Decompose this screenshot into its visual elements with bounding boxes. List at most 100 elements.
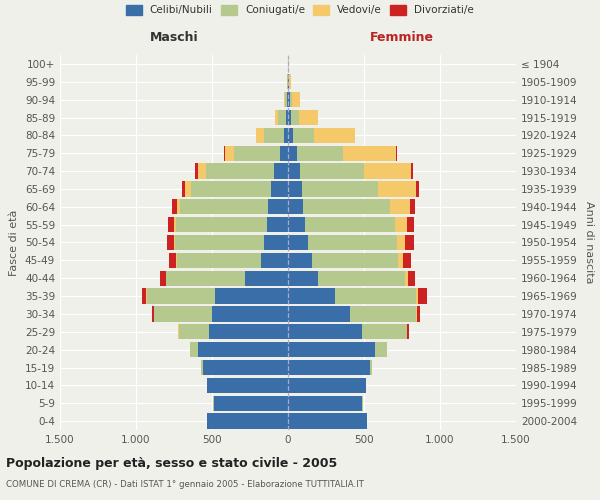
Bar bbox=[287, 92, 288, 107]
Bar bbox=[180, 199, 268, 214]
Bar bbox=[350, 306, 416, 322]
Bar bbox=[288, 378, 365, 393]
Bar bbox=[245, 270, 288, 286]
Bar bbox=[396, 146, 397, 161]
Bar bbox=[262, 253, 288, 268]
Bar bbox=[288, 306, 350, 322]
Bar bbox=[314, 128, 355, 143]
Bar bbox=[175, 235, 265, 250]
Bar bbox=[208, 414, 288, 428]
Bar bbox=[265, 128, 284, 143]
Bar bbox=[377, 182, 416, 196]
Bar bbox=[289, 74, 290, 90]
Bar bbox=[288, 288, 335, 304]
Bar bbox=[268, 199, 288, 214]
Bar bbox=[275, 110, 278, 125]
Bar bbox=[167, 217, 173, 232]
Text: Femmine: Femmine bbox=[370, 32, 434, 44]
Bar bbox=[274, 164, 288, 178]
Bar bbox=[407, 217, 414, 232]
Bar bbox=[416, 288, 418, 304]
Bar bbox=[267, 217, 288, 232]
Bar bbox=[417, 306, 420, 322]
Bar bbox=[288, 270, 319, 286]
Bar bbox=[142, 288, 146, 304]
Bar bbox=[288, 360, 370, 375]
Bar bbox=[370, 360, 372, 375]
Bar bbox=[167, 235, 173, 250]
Bar bbox=[290, 92, 292, 107]
Bar bbox=[288, 396, 362, 411]
Bar bbox=[191, 182, 271, 196]
Y-axis label: Fasce di età: Fasce di età bbox=[10, 210, 19, 276]
Bar bbox=[407, 324, 409, 340]
Bar bbox=[286, 110, 288, 125]
Bar bbox=[343, 146, 396, 161]
Bar bbox=[209, 324, 288, 340]
Bar bbox=[234, 146, 280, 161]
Bar bbox=[176, 253, 177, 268]
Bar bbox=[403, 253, 411, 268]
Bar bbox=[311, 253, 398, 268]
Bar bbox=[172, 199, 177, 214]
Bar bbox=[265, 235, 288, 250]
Bar bbox=[154, 306, 212, 322]
Bar bbox=[284, 92, 287, 107]
Bar bbox=[302, 182, 377, 196]
Text: Maschi: Maschi bbox=[149, 32, 199, 44]
Bar bbox=[169, 253, 176, 268]
Bar bbox=[288, 324, 362, 340]
Bar bbox=[293, 128, 314, 143]
Bar bbox=[288, 92, 290, 107]
Bar bbox=[224, 146, 225, 161]
Bar bbox=[405, 235, 414, 250]
Bar bbox=[185, 182, 191, 196]
Bar bbox=[206, 164, 274, 178]
Bar bbox=[416, 182, 419, 196]
Bar bbox=[197, 164, 206, 178]
Bar bbox=[398, 253, 403, 268]
Bar bbox=[288, 342, 374, 357]
Bar bbox=[146, 288, 215, 304]
Bar bbox=[215, 288, 288, 304]
Bar bbox=[397, 235, 405, 250]
Bar bbox=[166, 270, 245, 286]
Bar bbox=[288, 164, 300, 178]
Bar bbox=[288, 217, 305, 232]
Bar bbox=[411, 164, 413, 178]
Bar bbox=[173, 235, 175, 250]
Text: COMUNE DI CREMA (CR) - Dati ISTAT 1° gennaio 2005 - Elaborazione TUTTITALIA.IT: COMUNE DI CREMA (CR) - Dati ISTAT 1° gen… bbox=[6, 480, 364, 489]
Bar bbox=[288, 199, 303, 214]
Bar bbox=[280, 146, 288, 161]
Bar bbox=[195, 164, 197, 178]
Bar bbox=[416, 306, 417, 322]
Bar bbox=[225, 146, 234, 161]
Bar bbox=[303, 199, 390, 214]
Bar bbox=[308, 235, 397, 250]
Bar bbox=[395, 217, 407, 232]
Bar bbox=[288, 235, 308, 250]
Bar bbox=[288, 414, 367, 428]
Bar bbox=[390, 199, 410, 214]
Bar bbox=[374, 342, 387, 357]
Bar bbox=[202, 360, 203, 375]
Bar bbox=[300, 164, 364, 178]
Bar bbox=[364, 164, 411, 178]
Bar bbox=[179, 324, 209, 340]
Bar bbox=[278, 110, 286, 125]
Bar bbox=[152, 306, 154, 322]
Bar bbox=[288, 146, 297, 161]
Bar bbox=[297, 146, 343, 161]
Bar bbox=[405, 270, 408, 286]
Bar bbox=[177, 199, 180, 214]
Bar bbox=[256, 128, 265, 143]
Bar bbox=[288, 110, 291, 125]
Bar bbox=[335, 288, 416, 304]
Bar bbox=[410, 199, 415, 214]
Bar bbox=[299, 110, 317, 125]
Bar bbox=[288, 128, 293, 143]
Bar bbox=[271, 182, 288, 196]
Bar bbox=[199, 342, 288, 357]
Bar bbox=[177, 253, 262, 268]
Bar bbox=[182, 182, 185, 196]
